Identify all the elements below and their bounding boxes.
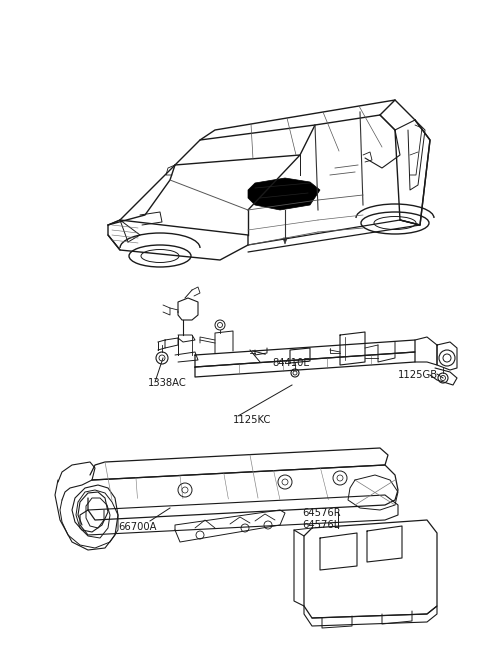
Text: 1125KC: 1125KC	[233, 415, 271, 425]
Text: 66700A: 66700A	[118, 522, 156, 532]
Ellipse shape	[141, 249, 179, 262]
Ellipse shape	[374, 216, 416, 230]
Polygon shape	[283, 238, 287, 244]
Text: 64576R: 64576R	[302, 508, 341, 518]
Polygon shape	[248, 178, 320, 210]
Text: 1338AC: 1338AC	[148, 378, 187, 388]
Text: 84410E: 84410E	[272, 358, 310, 368]
Ellipse shape	[361, 212, 429, 234]
Text: 64576L: 64576L	[302, 520, 339, 530]
Ellipse shape	[129, 245, 191, 267]
Text: 1125GB: 1125GB	[398, 370, 438, 380]
